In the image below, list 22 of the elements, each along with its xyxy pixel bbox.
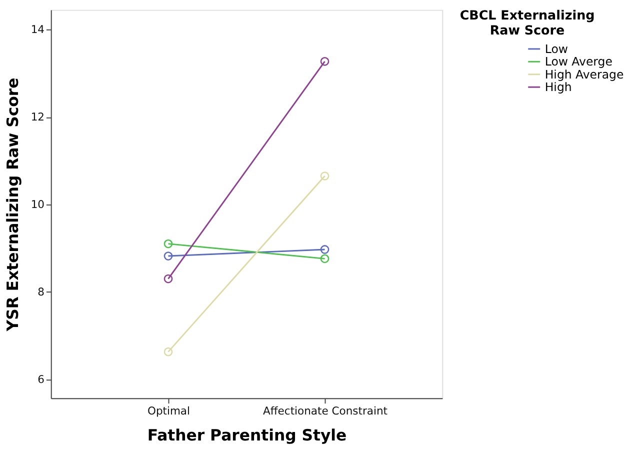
y-axis-title: YSR Externalizing Raw Score bbox=[3, 78, 22, 332]
x-axis-title: Father Parenting Style bbox=[147, 426, 347, 445]
point bbox=[164, 274, 173, 284]
point bbox=[164, 239, 173, 248]
point bbox=[320, 245, 330, 254]
y-tick-label: 10 bbox=[30, 198, 45, 211]
y-tick-label: 14 bbox=[30, 22, 45, 36]
y-tick-label: 8 bbox=[38, 285, 45, 298]
point bbox=[320, 57, 330, 66]
y-tick-label: 12 bbox=[30, 110, 45, 124]
legend-label: High Average bbox=[544, 67, 624, 82]
x-tick-label: Optimal bbox=[147, 404, 190, 418]
y-tick-label: 6 bbox=[38, 372, 45, 386]
point bbox=[320, 254, 330, 264]
x-tick-label: Affectionate Constraint bbox=[263, 404, 388, 418]
legend-label: Low bbox=[544, 42, 568, 56]
legend-label: Low Averge bbox=[544, 54, 612, 69]
point bbox=[164, 252, 173, 260]
point bbox=[164, 347, 173, 356]
legend-title: CBCL Externalizing Raw Score bbox=[460, 8, 595, 38]
point bbox=[320, 172, 330, 180]
legend-label: High bbox=[544, 80, 572, 94]
